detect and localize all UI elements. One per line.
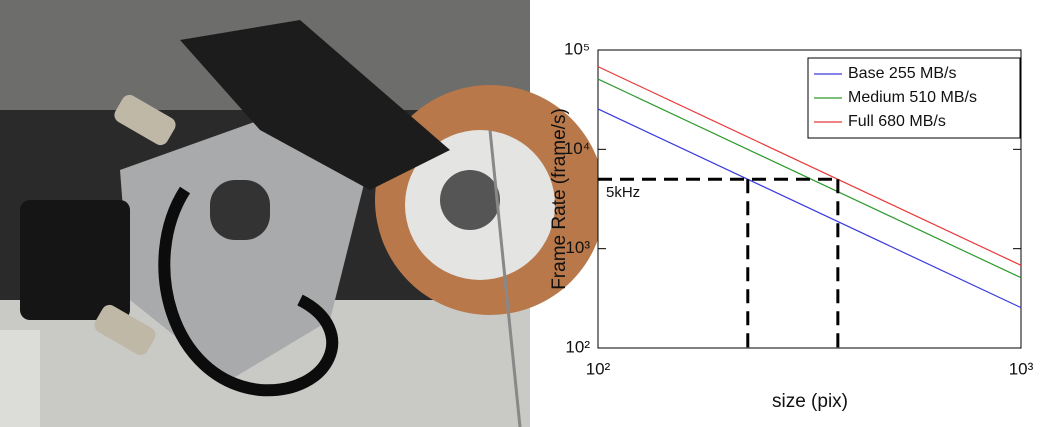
y-tick-label: 10⁵ (564, 39, 590, 58)
legend-label: Base 255 MB/s (848, 65, 957, 82)
legend-label: Full 680 MB/s (848, 113, 946, 130)
photo (0, 0, 605, 427)
y-tick-label: 10³ (565, 238, 590, 257)
x-tick-label: 10² (586, 359, 611, 378)
series-line (597, 108, 1022, 309)
legend-box (807, 57, 1021, 139)
legend-label: Medium 510 MB/s (848, 89, 977, 106)
y-tick-label: 10² (565, 337, 590, 356)
y-tick-label: 10⁴ (564, 139, 590, 158)
x-tick-label: 10³ (1009, 359, 1034, 378)
y-axis-label: Frame Rate (frame/s) (549, 108, 570, 290)
series-line (597, 66, 1022, 266)
annotation: 5kHz (606, 184, 640, 201)
x-axis-label: size (pix) (772, 391, 848, 412)
